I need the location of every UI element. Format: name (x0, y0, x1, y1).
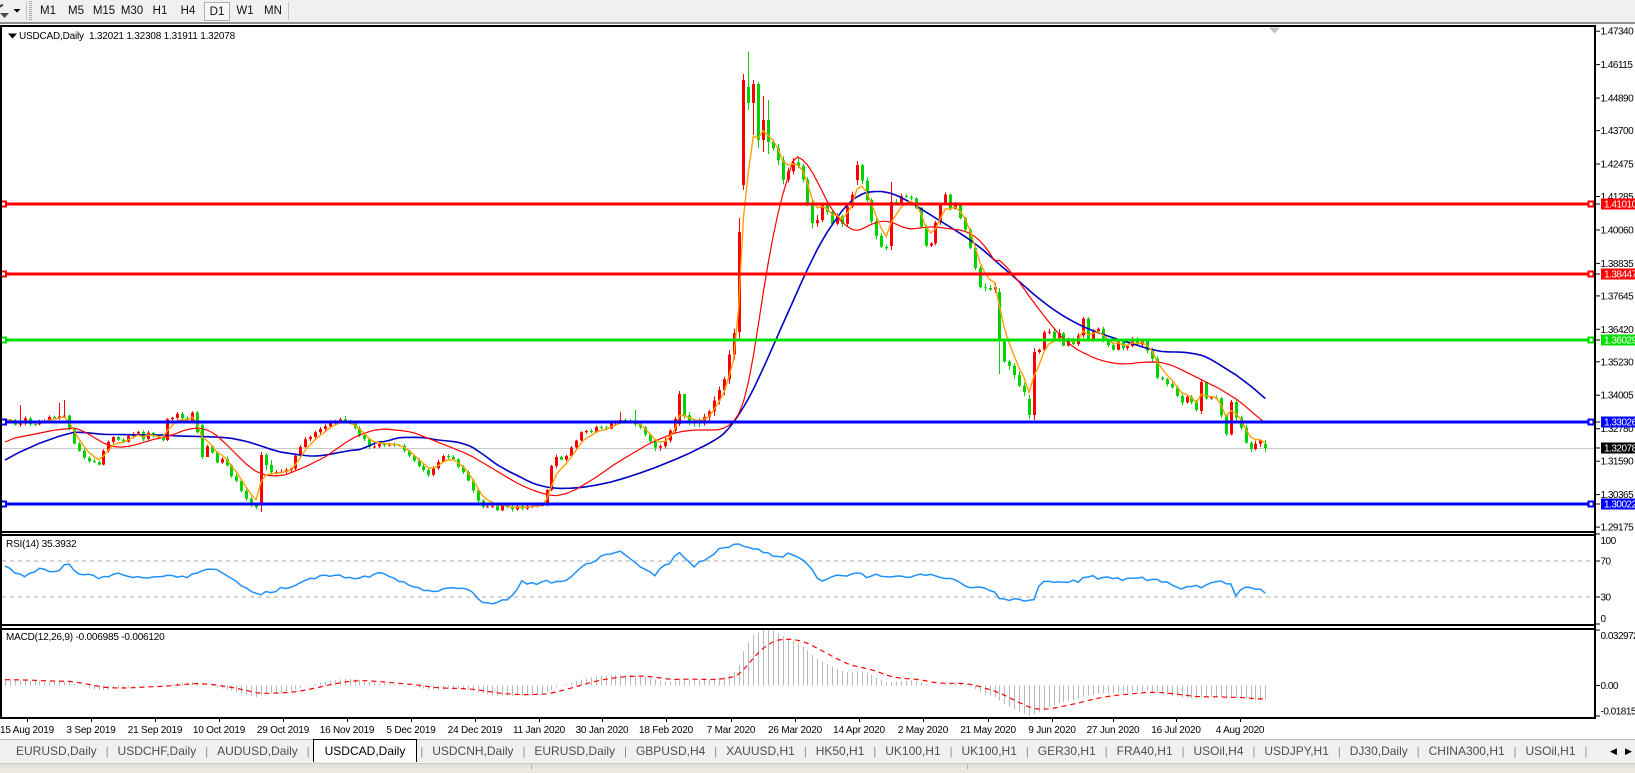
svg-text:USDCAD,Daily 1.32021 1.32308: USDCAD,Daily 1.32021 1.32308 1.31911 1.3… (19, 31, 236, 42)
svg-text:14 Apr 2020: 14 Apr 2020 (833, 725, 885, 736)
svg-text:1.40060: 1.40060 (1601, 226, 1635, 237)
svg-text:1.38447: 1.38447 (1604, 270, 1635, 281)
svg-text:-0.01815: -0.01815 (1601, 707, 1635, 718)
svg-text:2 May 2020: 2 May 2020 (898, 725, 949, 736)
svg-text:1.30022: 1.30022 (1604, 500, 1635, 511)
svg-text:16 Jul 2020: 16 Jul 2020 (1151, 725, 1201, 736)
svg-text:21 May 2020: 21 May 2020 (960, 725, 1016, 736)
svg-text:1.44890: 1.44890 (1601, 94, 1635, 105)
svg-text:16 Nov 2019: 16 Nov 2019 (320, 725, 375, 736)
svg-text:1.36420: 1.36420 (1601, 325, 1635, 336)
svg-text:24 Dec 2019: 24 Dec 2019 (448, 725, 503, 736)
svg-text:70: 70 (1601, 557, 1612, 568)
svg-text:9 Jun 2020: 9 Jun 2020 (1028, 725, 1076, 736)
svg-text:30 Jan 2020: 30 Jan 2020 (576, 725, 629, 736)
svg-text:1.32078: 1.32078 (1604, 444, 1635, 455)
svg-text:4 Aug 2020: 4 Aug 2020 (1216, 725, 1265, 736)
svg-text:15 Aug 2019: 15 Aug 2019 (0, 725, 55, 736)
svg-text:0.00: 0.00 (1601, 681, 1619, 692)
svg-text:1.36029: 1.36029 (1604, 336, 1635, 347)
svg-text:30: 30 (1601, 593, 1612, 604)
svg-text:1.41010: 1.41010 (1604, 200, 1635, 211)
svg-text:11 Jan 2020: 11 Jan 2020 (513, 725, 566, 736)
svg-text:21 Sep 2019: 21 Sep 2019 (128, 725, 183, 736)
svg-text:1.29175: 1.29175 (1601, 523, 1635, 534)
svg-text:27 Jun 2020: 27 Jun 2020 (1087, 725, 1140, 736)
svg-text:29 Oct 2019: 29 Oct 2019 (257, 725, 310, 736)
svg-text:1.43700: 1.43700 (1601, 126, 1635, 137)
svg-text:1.33026: 1.33026 (1604, 418, 1635, 429)
svg-text:1.42475: 1.42475 (1601, 160, 1635, 171)
svg-text:5 Dec 2019: 5 Dec 2019 (386, 725, 436, 736)
svg-text:7 Mar 2020: 7 Mar 2020 (707, 725, 756, 736)
svg-text:10 Oct 2019: 10 Oct 2019 (193, 725, 246, 736)
svg-text:MACD(12,26,9) -0.006985 -0.006: MACD(12,26,9) -0.006985 -0.006120 (6, 632, 165, 643)
svg-text:1.46115: 1.46115 (1601, 60, 1634, 71)
svg-text:18 Feb 2020: 18 Feb 2020 (639, 725, 694, 736)
svg-text:1.47340: 1.47340 (1601, 27, 1635, 38)
svg-text:1.34005: 1.34005 (1601, 391, 1635, 402)
svg-text:0.032972: 0.032972 (1601, 631, 1635, 642)
svg-text:1.31590: 1.31590 (1601, 457, 1635, 468)
svg-text:RSI(14) 35.3932: RSI(14) 35.3932 (6, 539, 77, 550)
svg-text:26 Mar 2020: 26 Mar 2020 (768, 725, 823, 736)
svg-text:100: 100 (1601, 536, 1617, 547)
svg-text:3 Sep 2019: 3 Sep 2019 (66, 725, 116, 736)
svg-text:1.37645: 1.37645 (1601, 291, 1635, 302)
svg-text:1.38835: 1.38835 (1601, 259, 1635, 270)
svg-text:1.35230: 1.35230 (1601, 357, 1635, 368)
